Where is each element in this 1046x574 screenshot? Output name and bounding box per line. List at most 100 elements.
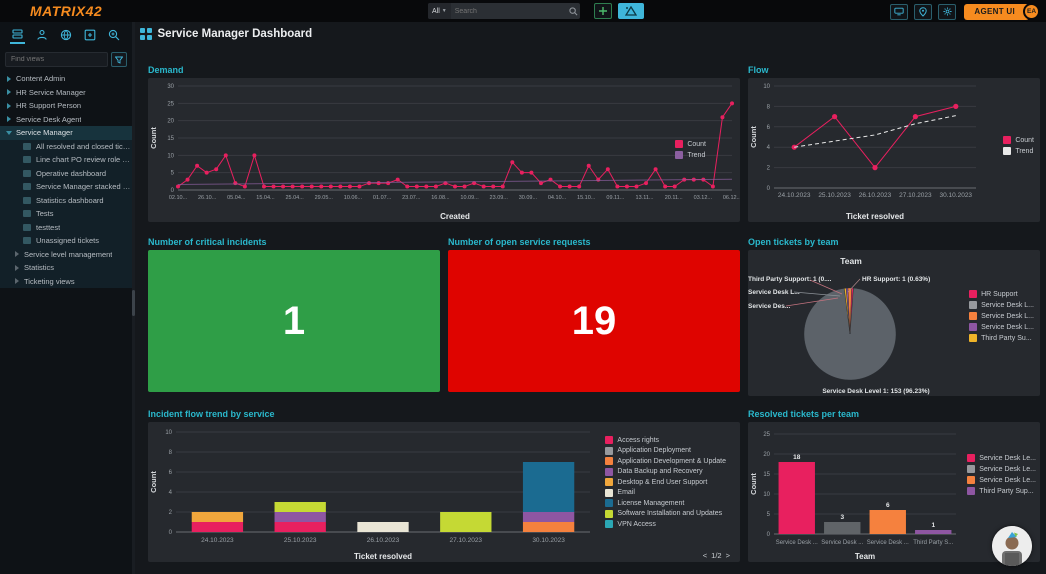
svg-text:5: 5 [767, 512, 771, 518]
tree-subgroup[interactable]: Ticketing views [0, 275, 132, 289]
profile-photo-avatar[interactable] [992, 526, 1032, 566]
tree-item-label: Tests [36, 209, 54, 219]
legend-item[interactable]: Service Desk L... [969, 301, 1034, 309]
legend-label: Trend [687, 151, 706, 159]
legend-item[interactable]: Service Desk L... [969, 312, 1034, 320]
svg-text:30.10.2023: 30.10.2023 [532, 537, 565, 544]
tree-subgroup[interactable]: Statistics [0, 261, 132, 275]
tree-group[interactable]: Service Manager [0, 126, 132, 140]
page-prev-arrow[interactable]: < [702, 551, 708, 560]
legend-swatch [969, 301, 978, 309]
legend-item[interactable]: Application Development & Update [605, 457, 726, 465]
card-title-incident: Incident flow trend by service [148, 409, 275, 419]
tree-item-label: All resolved and closed tickets [36, 141, 132, 151]
sidebar-resize-handle[interactable] [132, 290, 135, 316]
svg-text:15.04...: 15.04... [256, 195, 275, 201]
card-incident-flow: Incident flow trend by service 0 2 4 6 8 10 Co… [148, 408, 740, 564]
workspace-button[interactable] [618, 3, 644, 19]
tree-group-label: Service Desk Agent [16, 114, 82, 124]
card-resolved-per-team: Resolved tickets per team 0 5 10 15 20 25 Coun… [748, 408, 1040, 564]
svg-text:Created: Created [440, 212, 470, 221]
package-add-icon[interactable] [82, 29, 97, 44]
svg-text:13.11...: 13.11... [636, 195, 654, 201]
matrix42-logo[interactable]: MATRIX42 [30, 3, 103, 19]
legend-item[interactable]: Application Deployment [605, 446, 726, 455]
resolved-bar-chart: 0 5 10 15 20 25 Count Team 18 Service Desk ... 3 Se… [749, 432, 956, 561]
legend-item[interactable]: Service Desk Le... [967, 476, 1036, 484]
search-icon[interactable] [566, 6, 580, 16]
location-button[interactable] [914, 3, 933, 20]
legend-label: VPN Access [617, 520, 656, 528]
global-search: All ▼ [428, 3, 580, 19]
agent-ui-button[interactable]: AGENT UI [964, 3, 1029, 20]
legend-item[interactable]: License Management [605, 499, 726, 507]
legend-label: Data Backup and Recovery [617, 468, 703, 475]
legend-item[interactable]: Desktop & End User Support [605, 478, 726, 486]
tree-group[interactable]: Service Desk Agent [0, 113, 132, 127]
find-views-input[interactable] [5, 52, 108, 67]
tree-view-item[interactable]: testtest [0, 221, 132, 235]
tree-group[interactable]: HR Support Person [0, 99, 132, 113]
tree-group[interactable]: Content Admin [0, 72, 132, 86]
legend-item[interactable]: Data Backup and Recovery [605, 467, 726, 476]
tree-group[interactable]: HR Service Manager [0, 86, 132, 100]
add-button[interactable] [594, 3, 612, 19]
tree-item-label: Service Manager stacked bar ch... [36, 182, 132, 192]
legend-item[interactable]: Software Installation and Updates [605, 509, 726, 518]
incident-pagination: < 1/2 > [703, 551, 730, 560]
resolved-chart-panel: 0 5 10 15 20 25 Count Team 18 Service Desk ... 3 Se… [748, 422, 1040, 562]
tree-view-item[interactable]: Line chart PO review role chart [0, 153, 132, 167]
card-open-tickets-by-team: Open tickets by team Team HR Support: 1 … [748, 236, 1040, 398]
incident-legend: Access rights Application Deployment Appli… [605, 436, 726, 528]
card-flow: Flow 0 2 4 6 8 10 Count Ticket resolved 24.10.20… [748, 64, 1040, 222]
demand-chart-panel: 0 5 10 15 20 25 30 Count Created 02.10... 26.10...… [148, 78, 742, 222]
svg-text:29.05...: 29.05... [315, 195, 334, 201]
globe-icon[interactable] [58, 29, 73, 44]
filter-views-button[interactable] [111, 52, 127, 67]
legend-swatch [605, 457, 614, 465]
legend-item[interactable]: Third Party Su... [969, 334, 1034, 342]
legend-item[interactable]: Email [605, 488, 726, 497]
tree-view-item[interactable]: Unassigned tickets [0, 234, 132, 248]
card-title-requests: Number of open service requests [448, 237, 591, 247]
person-icon[interactable] [34, 29, 49, 44]
svg-text:Service Desk Level 1: 153 (96.: Service Desk Level 1: 153 (96.23%) [822, 388, 929, 395]
advanced-search-icon[interactable] [106, 29, 121, 44]
svg-text:01.07...: 01.07... [373, 195, 392, 201]
svg-text:Count: Count [749, 473, 758, 495]
legend-item[interactable]: Trend [675, 151, 706, 159]
legend-item[interactable]: Third Party Sup... [967, 487, 1036, 495]
legend-item[interactable]: Access rights [605, 436, 726, 444]
svg-text:20.11...: 20.11... [665, 195, 683, 201]
svg-text:20: 20 [167, 119, 174, 125]
legend-item[interactable]: Count [675, 140, 706, 148]
find-views-row [0, 49, 132, 72]
tree-item-label: Ticketing views [24, 276, 75, 286]
tree-view-item[interactable]: Statistics dashboard [0, 194, 132, 208]
page-next-arrow[interactable]: > [725, 551, 730, 560]
devices-button[interactable] [890, 3, 909, 20]
tree-subgroup[interactable]: Service level management [0, 248, 132, 262]
tree-view-item[interactable]: Operative dashboard [0, 167, 132, 181]
search-scope-dropdown[interactable]: All ▼ [428, 3, 451, 19]
svg-text:15.10...: 15.10... [577, 195, 596, 201]
legend-item[interactable]: Count [1003, 136, 1034, 144]
legend-item[interactable]: HR Support [969, 290, 1034, 298]
tree-view-item[interactable]: Tests [0, 207, 132, 221]
legend-swatch [1003, 136, 1012, 144]
tree-view-item[interactable]: All resolved and closed tickets [0, 140, 132, 154]
legend-item[interactable]: VPN Access [605, 520, 726, 528]
search-input[interactable] [450, 7, 566, 15]
user-avatar-initials[interactable]: EA [1023, 3, 1040, 20]
settings-gear-button[interactable] [938, 3, 957, 20]
legend-item[interactable]: Trend [1003, 147, 1034, 155]
pie-legend: HR Support Service Desk L... Service Desk … [969, 290, 1034, 342]
legend-item[interactable]: Service Desk Le... [967, 454, 1036, 462]
svg-text:2: 2 [169, 510, 173, 516]
legend-item[interactable]: Service Desk Le... [967, 465, 1036, 473]
sidebar-resizer[interactable] [132, 22, 135, 574]
views-list-icon[interactable] [10, 29, 25, 44]
tree-view-item[interactable]: Service Manager stacked bar ch... [0, 180, 132, 194]
legend-item[interactable]: Service Desk L... [969, 323, 1034, 331]
svg-text:4: 4 [767, 145, 771, 151]
